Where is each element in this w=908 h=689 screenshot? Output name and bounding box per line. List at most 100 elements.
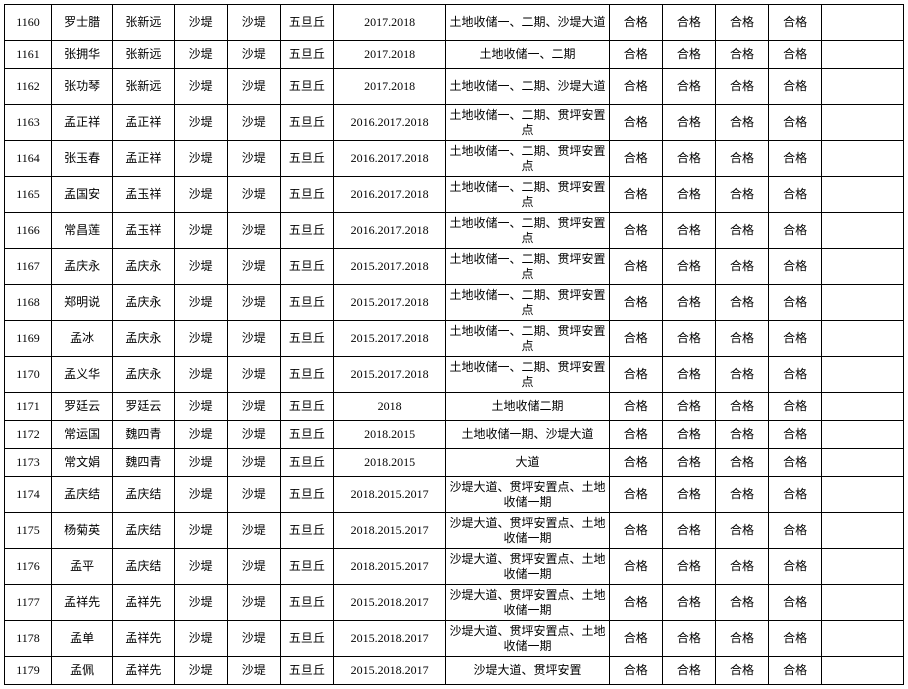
cell-s3: 合格	[715, 177, 768, 213]
table-row: 1169孟冰孟庆永沙堤沙堤五旦丘2015.2017.2018土地收储一、二期、贯…	[5, 321, 904, 357]
cell-loc1: 沙堤	[174, 141, 227, 177]
cell-id: 1175	[5, 513, 52, 549]
cell-desc: 大道	[446, 449, 609, 477]
cell-loc3: 五旦丘	[280, 357, 333, 393]
cell-id: 1171	[5, 393, 52, 421]
cell-name1: 孟国安	[51, 177, 112, 213]
cell-note	[822, 657, 904, 685]
cell-desc: 土地收储二期	[446, 393, 609, 421]
cell-years: 2015.2017.2018	[333, 357, 445, 393]
cell-desc: 土地收储一、二期	[446, 41, 609, 69]
cell-years: 2018.2015.2017	[333, 549, 445, 585]
cell-id: 1177	[5, 585, 52, 621]
table-row: 1166常昌莲孟玉祥沙堤沙堤五旦丘2016.2017.2018土地收储一、二期、…	[5, 213, 904, 249]
cell-name1: 孟正祥	[51, 105, 112, 141]
cell-loc3: 五旦丘	[280, 5, 333, 41]
cell-name2: 孟庆永	[113, 249, 174, 285]
cell-loc3: 五旦丘	[280, 141, 333, 177]
cell-loc2: 沙堤	[227, 585, 280, 621]
cell-loc1: 沙堤	[174, 357, 227, 393]
cell-loc3: 五旦丘	[280, 421, 333, 449]
cell-name1: 常昌莲	[51, 213, 112, 249]
cell-id: 1168	[5, 285, 52, 321]
cell-s2: 合格	[662, 621, 715, 657]
cell-s4: 合格	[769, 249, 822, 285]
cell-loc2: 沙堤	[227, 393, 280, 421]
cell-loc2: 沙堤	[227, 321, 280, 357]
cell-years: 2015.2018.2017	[333, 621, 445, 657]
cell-loc3: 五旦丘	[280, 621, 333, 657]
cell-name1: 常运国	[51, 421, 112, 449]
cell-desc: 土地收储一、二期、沙堤大道	[446, 69, 609, 105]
cell-loc2: 沙堤	[227, 513, 280, 549]
cell-id: 1161	[5, 41, 52, 69]
cell-s3: 合格	[715, 513, 768, 549]
cell-name1: 常文娟	[51, 449, 112, 477]
cell-loc2: 沙堤	[227, 621, 280, 657]
cell-note	[822, 585, 904, 621]
cell-loc2: 沙堤	[227, 105, 280, 141]
cell-note	[822, 357, 904, 393]
cell-name2: 孟庆永	[113, 357, 174, 393]
cell-s4: 合格	[769, 657, 822, 685]
cell-s4: 合格	[769, 421, 822, 449]
cell-s3: 合格	[715, 69, 768, 105]
cell-years: 2015.2018.2017	[333, 585, 445, 621]
cell-name2: 魏四青	[113, 449, 174, 477]
cell-id: 1165	[5, 177, 52, 213]
cell-name1: 孟义华	[51, 357, 112, 393]
cell-s1: 合格	[609, 449, 662, 477]
table-row: 1161张拥华张新远沙堤沙堤五旦丘2017.2018土地收储一、二期合格合格合格…	[5, 41, 904, 69]
cell-years: 2015.2017.2018	[333, 285, 445, 321]
cell-s2: 合格	[662, 177, 715, 213]
cell-id: 1163	[5, 105, 52, 141]
cell-s1: 合格	[609, 321, 662, 357]
cell-s1: 合格	[609, 41, 662, 69]
cell-name1: 张玉春	[51, 141, 112, 177]
cell-s2: 合格	[662, 449, 715, 477]
cell-loc2: 沙堤	[227, 357, 280, 393]
cell-s1: 合格	[609, 249, 662, 285]
cell-name2: 孟正祥	[113, 105, 174, 141]
cell-s4: 合格	[769, 585, 822, 621]
cell-s4: 合格	[769, 213, 822, 249]
data-table: 1160罗士腊张新远沙堤沙堤五旦丘2017.2018土地收储一、二期、沙堤大道合…	[4, 4, 904, 685]
cell-s3: 合格	[715, 5, 768, 41]
cell-loc1: 沙堤	[174, 105, 227, 141]
cell-s4: 合格	[769, 449, 822, 477]
cell-id: 1174	[5, 477, 52, 513]
cell-loc2: 沙堤	[227, 285, 280, 321]
table-row: 1162张功琴张新远沙堤沙堤五旦丘2017.2018土地收储一、二期、沙堤大道合…	[5, 69, 904, 105]
cell-s3: 合格	[715, 321, 768, 357]
cell-name2: 罗廷云	[113, 393, 174, 421]
cell-name2: 孟祥先	[113, 585, 174, 621]
cell-s1: 合格	[609, 177, 662, 213]
cell-s2: 合格	[662, 393, 715, 421]
cell-loc2: 沙堤	[227, 69, 280, 105]
cell-s1: 合格	[609, 357, 662, 393]
cell-name1: 孟祥先	[51, 585, 112, 621]
cell-loc2: 沙堤	[227, 549, 280, 585]
cell-id: 1172	[5, 421, 52, 449]
cell-id: 1169	[5, 321, 52, 357]
cell-desc: 土地收储一、二期、贯坪安置点	[446, 141, 609, 177]
cell-s1: 合格	[609, 513, 662, 549]
cell-loc1: 沙堤	[174, 177, 227, 213]
cell-note	[822, 5, 904, 41]
cell-s4: 合格	[769, 41, 822, 69]
cell-s3: 合格	[715, 393, 768, 421]
cell-loc1: 沙堤	[174, 41, 227, 69]
cell-years: 2016.2017.2018	[333, 213, 445, 249]
cell-s2: 合格	[662, 585, 715, 621]
cell-note	[822, 621, 904, 657]
cell-years: 2016.2017.2018	[333, 105, 445, 141]
cell-name1: 孟平	[51, 549, 112, 585]
cell-s2: 合格	[662, 549, 715, 585]
cell-note	[822, 177, 904, 213]
cell-loc2: 沙堤	[227, 449, 280, 477]
cell-s4: 合格	[769, 513, 822, 549]
cell-name1: 孟庆结	[51, 477, 112, 513]
cell-s2: 合格	[662, 41, 715, 69]
cell-id: 1162	[5, 69, 52, 105]
cell-name1: 张功琴	[51, 69, 112, 105]
